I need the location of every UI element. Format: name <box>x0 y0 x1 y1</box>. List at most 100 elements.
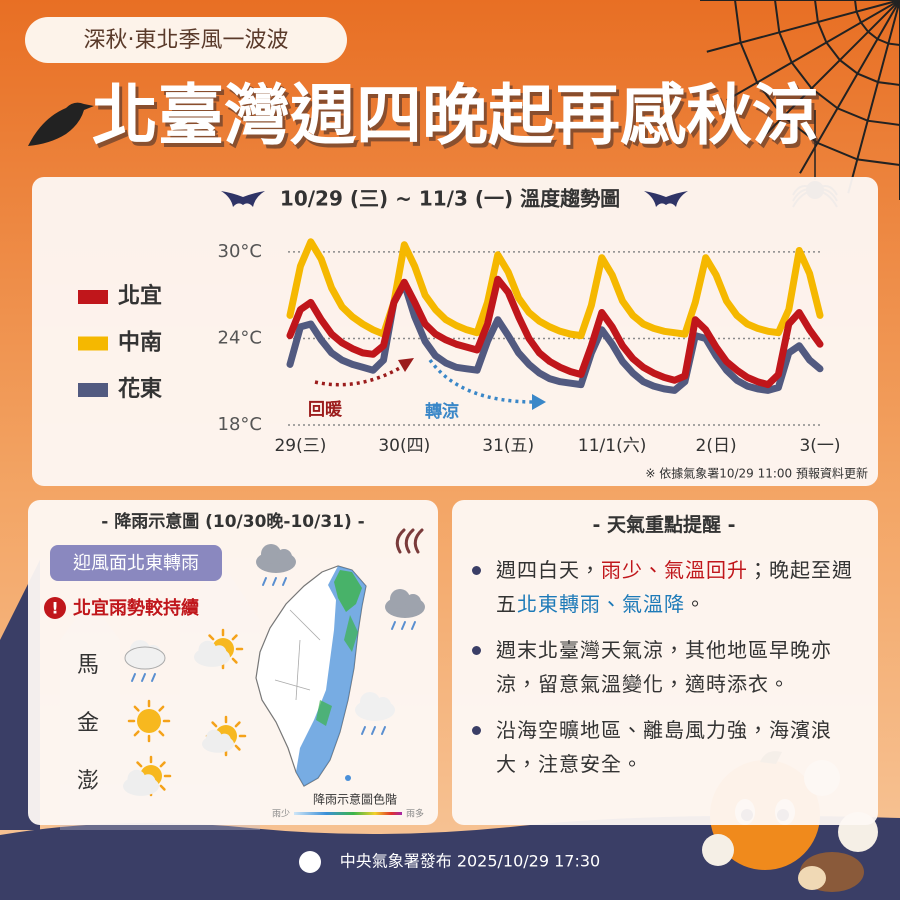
tip-highlight: 北東轉雨、氣溫降 <box>517 592 685 616</box>
cloud <box>218 733 231 747</box>
tag-text: 深秋‧東北季風一波波 <box>84 28 289 53</box>
footer-band <box>0 815 900 900</box>
tip-text: 週末北臺灣天氣涼，其他地區早晚亦涼，留意氣溫變化，適時添衣。 <box>496 638 832 696</box>
x-tick-label: 11/1(六) <box>578 436 646 456</box>
alert-circle <box>44 597 66 619</box>
headline: 北臺灣週四晚起再感秋涼 <box>92 77 818 154</box>
tips-list: 週四白天，雨少、氣溫回升；晚起至週五北東轉雨、氣溫降。 週末北臺灣天氣涼，其他地… <box>470 553 858 781</box>
badge <box>50 545 222 581</box>
chart-note: ※ 依據氣象署10/29 11:00 預報資料更新 <box>645 466 868 481</box>
web-thread <box>799 0 900 174</box>
sun-ray <box>159 761 166 768</box>
hedgehog-face <box>798 866 826 890</box>
cloud <box>261 544 281 564</box>
raindrop <box>151 673 156 682</box>
crow <box>28 102 94 146</box>
x-tick-label: 31(五) <box>482 436 534 456</box>
scale-bar <box>294 812 402 815</box>
raindrop <box>401 621 406 630</box>
tip: 週末北臺灣天氣涼，其他地區早晚亦涼，留意氣溫變化，適時添衣。 <box>470 633 858 701</box>
cloud-outline <box>124 646 166 670</box>
county-border <box>274 679 311 691</box>
web-ring <box>734 0 900 166</box>
cloud <box>390 589 410 609</box>
headline-shadow: 北臺灣週四晚起再感秋涼 <box>95 81 821 158</box>
x-tick-label: 30(四) <box>378 436 430 456</box>
cotton <box>702 834 734 866</box>
rain-title: - 降雨示意圖 (10/30晚-10/31) - <box>101 511 365 532</box>
island-label: 金 <box>77 711 99 736</box>
y-tick-label: 18°C <box>218 414 262 435</box>
cloud <box>405 594 421 610</box>
wind-mark <box>413 528 424 554</box>
raindrop <box>361 726 366 735</box>
annotation-arrowhead <box>532 394 546 410</box>
sun-ray <box>158 730 165 737</box>
tip-text: 。 <box>685 592 706 616</box>
legend-label: 中南 <box>118 331 162 356</box>
web-thread <box>706 0 900 53</box>
county-border <box>295 639 301 701</box>
cloud <box>360 692 380 712</box>
chart: 30°C 24°C 18°C 29(三) 30(四) 31(五) 11/1(六) 2(日) 3(… <box>78 191 841 456</box>
sun-ray <box>231 657 238 664</box>
sun-ray <box>133 730 140 737</box>
sun-ray <box>133 705 140 712</box>
annotation-arrowhead <box>398 358 414 372</box>
legend-swatch <box>78 383 108 397</box>
cloud <box>375 697 391 713</box>
tip-text: 週四白天， <box>496 558 601 582</box>
cloud <box>141 774 156 789</box>
legend-label: 北宜 <box>118 283 162 309</box>
sun-ray <box>234 721 241 728</box>
x-tick-label: 2(日) <box>696 436 737 456</box>
raindrop <box>371 726 376 735</box>
alert-icon: ! <box>51 599 58 618</box>
series-line <box>286 280 824 394</box>
raindrop <box>381 726 386 735</box>
bat-icon <box>644 191 688 207</box>
island-label: 澎 <box>77 769 99 794</box>
web-ring <box>774 0 900 126</box>
annotation-text: 轉涼 <box>425 401 459 422</box>
series-line <box>286 275 824 389</box>
sun <box>137 709 161 733</box>
sun-ray <box>158 705 165 712</box>
cloud <box>206 729 222 746</box>
raindrop <box>411 621 416 630</box>
raindrop <box>391 621 396 630</box>
county-border <box>289 609 321 641</box>
legend-label: 花東 <box>118 377 162 402</box>
web-thread <box>726 0 900 101</box>
raindrop <box>282 577 287 586</box>
sun-ray <box>159 784 166 791</box>
legend-swatch <box>78 336 108 351</box>
rain-map <box>123 528 425 797</box>
series-line <box>286 238 824 340</box>
x-tick-label: 3(一) <box>799 436 840 456</box>
alert-text: 北宜雨勢較持續 <box>73 597 199 619</box>
badge-text: 迎風面北東轉雨 <box>73 553 199 574</box>
annotation-arrow <box>314 363 406 387</box>
tag-pill <box>25 17 347 63</box>
legend-swatch <box>78 290 108 304</box>
x-tick-label: 29(三) <box>274 436 326 456</box>
annotation-text: 回暖 <box>308 399 343 420</box>
web-ring <box>814 0 900 86</box>
raindrop <box>141 673 146 682</box>
scale-title: 降雨示意圖色階 <box>313 792 397 807</box>
cwa-logo <box>299 851 321 873</box>
rain-heavy <box>344 615 358 652</box>
tip: 週四白天，雨少、氣溫回升；晚起至週五北東轉雨、氣溫降。 <box>470 553 858 621</box>
y-tick-label: 30°C <box>218 241 262 262</box>
cloud <box>212 645 227 660</box>
tips-title: - 天氣重點提醒 - <box>592 514 736 536</box>
sun-ray <box>211 721 218 728</box>
tips-panel <box>452 500 878 825</box>
tip-text: 沿海空曠地區、離島風力強，海濱浪大，注意安全。 <box>496 718 832 776</box>
cloud <box>130 640 150 660</box>
